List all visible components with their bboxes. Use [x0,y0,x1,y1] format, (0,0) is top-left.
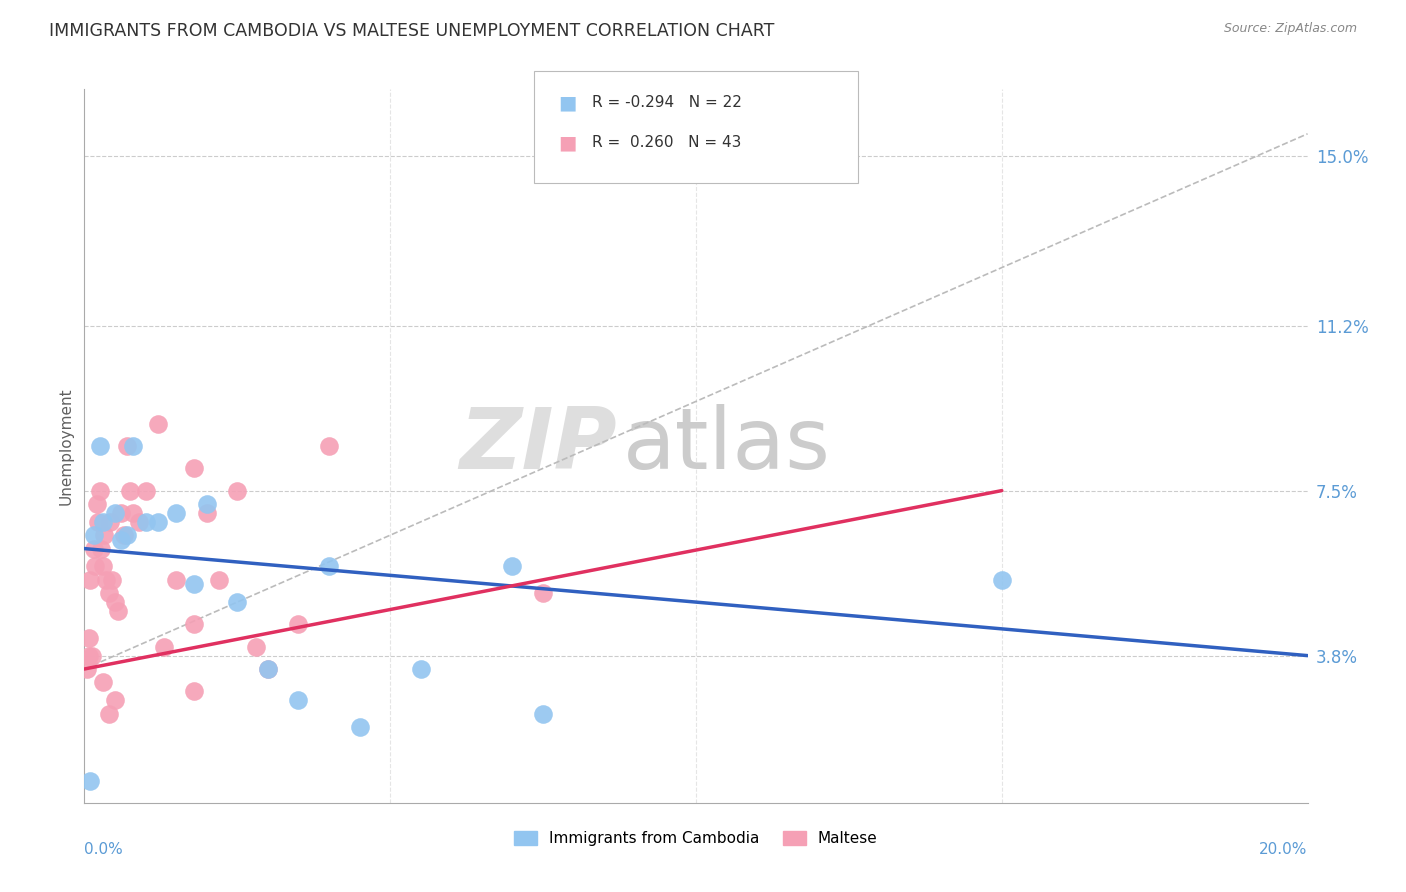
Legend: Immigrants from Cambodia, Maltese: Immigrants from Cambodia, Maltese [508,825,884,852]
Point [135,515,157,529]
Point [146,417,169,431]
Text: R =  0.260   N = 43: R = 0.260 N = 43 [592,136,741,150]
Point [107,604,129,618]
Point [91,559,114,574]
Point [153,640,176,654]
Point [110,533,132,547]
Point [83,541,105,556]
Point [183,617,205,632]
Point [120,483,142,498]
Point [135,483,157,498]
Point [531,706,554,721]
Point [93,528,115,542]
Point [122,439,145,453]
Point [122,506,145,520]
Point [257,662,280,676]
Point [318,559,340,574]
Point [104,595,127,609]
Point [183,577,205,591]
Text: ZIP: ZIP [458,404,616,488]
Point [104,693,127,707]
Point [165,573,187,587]
Point [531,586,554,600]
Point [104,506,127,520]
Point [226,595,249,609]
Point [409,662,432,676]
Point [991,573,1014,587]
Point [287,617,309,632]
Point [79,573,101,587]
Point [90,541,112,556]
Point [128,515,150,529]
Point [91,675,114,690]
Text: 20.0%: 20.0% [1260,842,1308,857]
Point [77,631,100,645]
Text: atlas: atlas [623,404,831,488]
Point [287,693,309,707]
Point [89,483,111,498]
Point [115,528,138,542]
Point [97,706,120,721]
Point [115,439,138,453]
Point [76,662,98,676]
Point [245,640,267,654]
Point [257,662,280,676]
Point [195,506,218,520]
Point [91,515,114,529]
Point [101,573,124,587]
Point [208,573,231,587]
Point [89,439,111,453]
Point [87,515,110,529]
Point [183,461,205,475]
Point [349,720,371,734]
Point [165,506,187,520]
Point [84,559,107,574]
Point [183,684,205,698]
Text: Source: ZipAtlas.com: Source: ZipAtlas.com [1223,22,1357,36]
Point [77,648,100,663]
Text: R = -0.294   N = 22: R = -0.294 N = 22 [592,95,742,110]
Point [97,586,120,600]
Point [146,515,169,529]
Point [110,506,132,520]
Point [502,559,524,574]
Point [226,483,249,498]
Y-axis label: Unemployment: Unemployment [58,387,73,505]
Point [79,773,101,788]
Point [86,497,108,511]
Text: IMMIGRANTS FROM CAMBODIA VS MALTESE UNEMPLOYMENT CORRELATION CHART: IMMIGRANTS FROM CAMBODIA VS MALTESE UNEM… [49,22,775,40]
Point [98,515,121,529]
Text: ■: ■ [558,133,576,153]
Point [80,648,103,663]
Point [83,528,105,542]
Text: ■: ■ [558,93,576,112]
Point [112,528,135,542]
Point [318,439,340,453]
Point [195,497,218,511]
Point [94,573,117,587]
Text: 0.0%: 0.0% [84,842,124,857]
